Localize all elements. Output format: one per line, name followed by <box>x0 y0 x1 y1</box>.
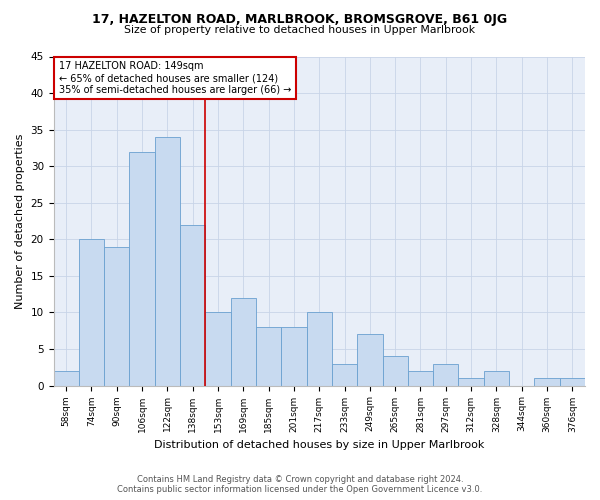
Bar <box>79 240 104 386</box>
Bar <box>53 371 79 386</box>
Text: Size of property relative to detached houses in Upper Marlbrook: Size of property relative to detached ho… <box>124 25 476 35</box>
Bar <box>484 371 509 386</box>
Bar <box>230 298 256 386</box>
Bar <box>256 327 281 386</box>
Bar <box>383 356 408 386</box>
Text: 17 HAZELTON ROAD: 149sqm
← 65% of detached houses are smaller (124)
35% of semi-: 17 HAZELTON ROAD: 149sqm ← 65% of detach… <box>59 62 291 94</box>
Bar <box>130 152 155 386</box>
Y-axis label: Number of detached properties: Number of detached properties <box>15 134 25 308</box>
Text: Contains HM Land Registry data © Crown copyright and database right 2024.
Contai: Contains HM Land Registry data © Crown c… <box>118 474 482 494</box>
Bar <box>332 364 357 386</box>
Bar <box>104 246 130 386</box>
Bar <box>155 137 180 386</box>
Bar <box>458 378 484 386</box>
Bar <box>205 312 230 386</box>
Bar <box>433 364 458 386</box>
Bar <box>535 378 560 386</box>
Bar <box>307 312 332 386</box>
Bar <box>281 327 307 386</box>
Bar <box>180 224 205 386</box>
Bar <box>408 371 433 386</box>
Bar <box>560 378 585 386</box>
X-axis label: Distribution of detached houses by size in Upper Marlbrook: Distribution of detached houses by size … <box>154 440 484 450</box>
Bar <box>357 334 383 386</box>
Text: 17, HAZELTON ROAD, MARLBROOK, BROMSGROVE, B61 0JG: 17, HAZELTON ROAD, MARLBROOK, BROMSGROVE… <box>92 12 508 26</box>
